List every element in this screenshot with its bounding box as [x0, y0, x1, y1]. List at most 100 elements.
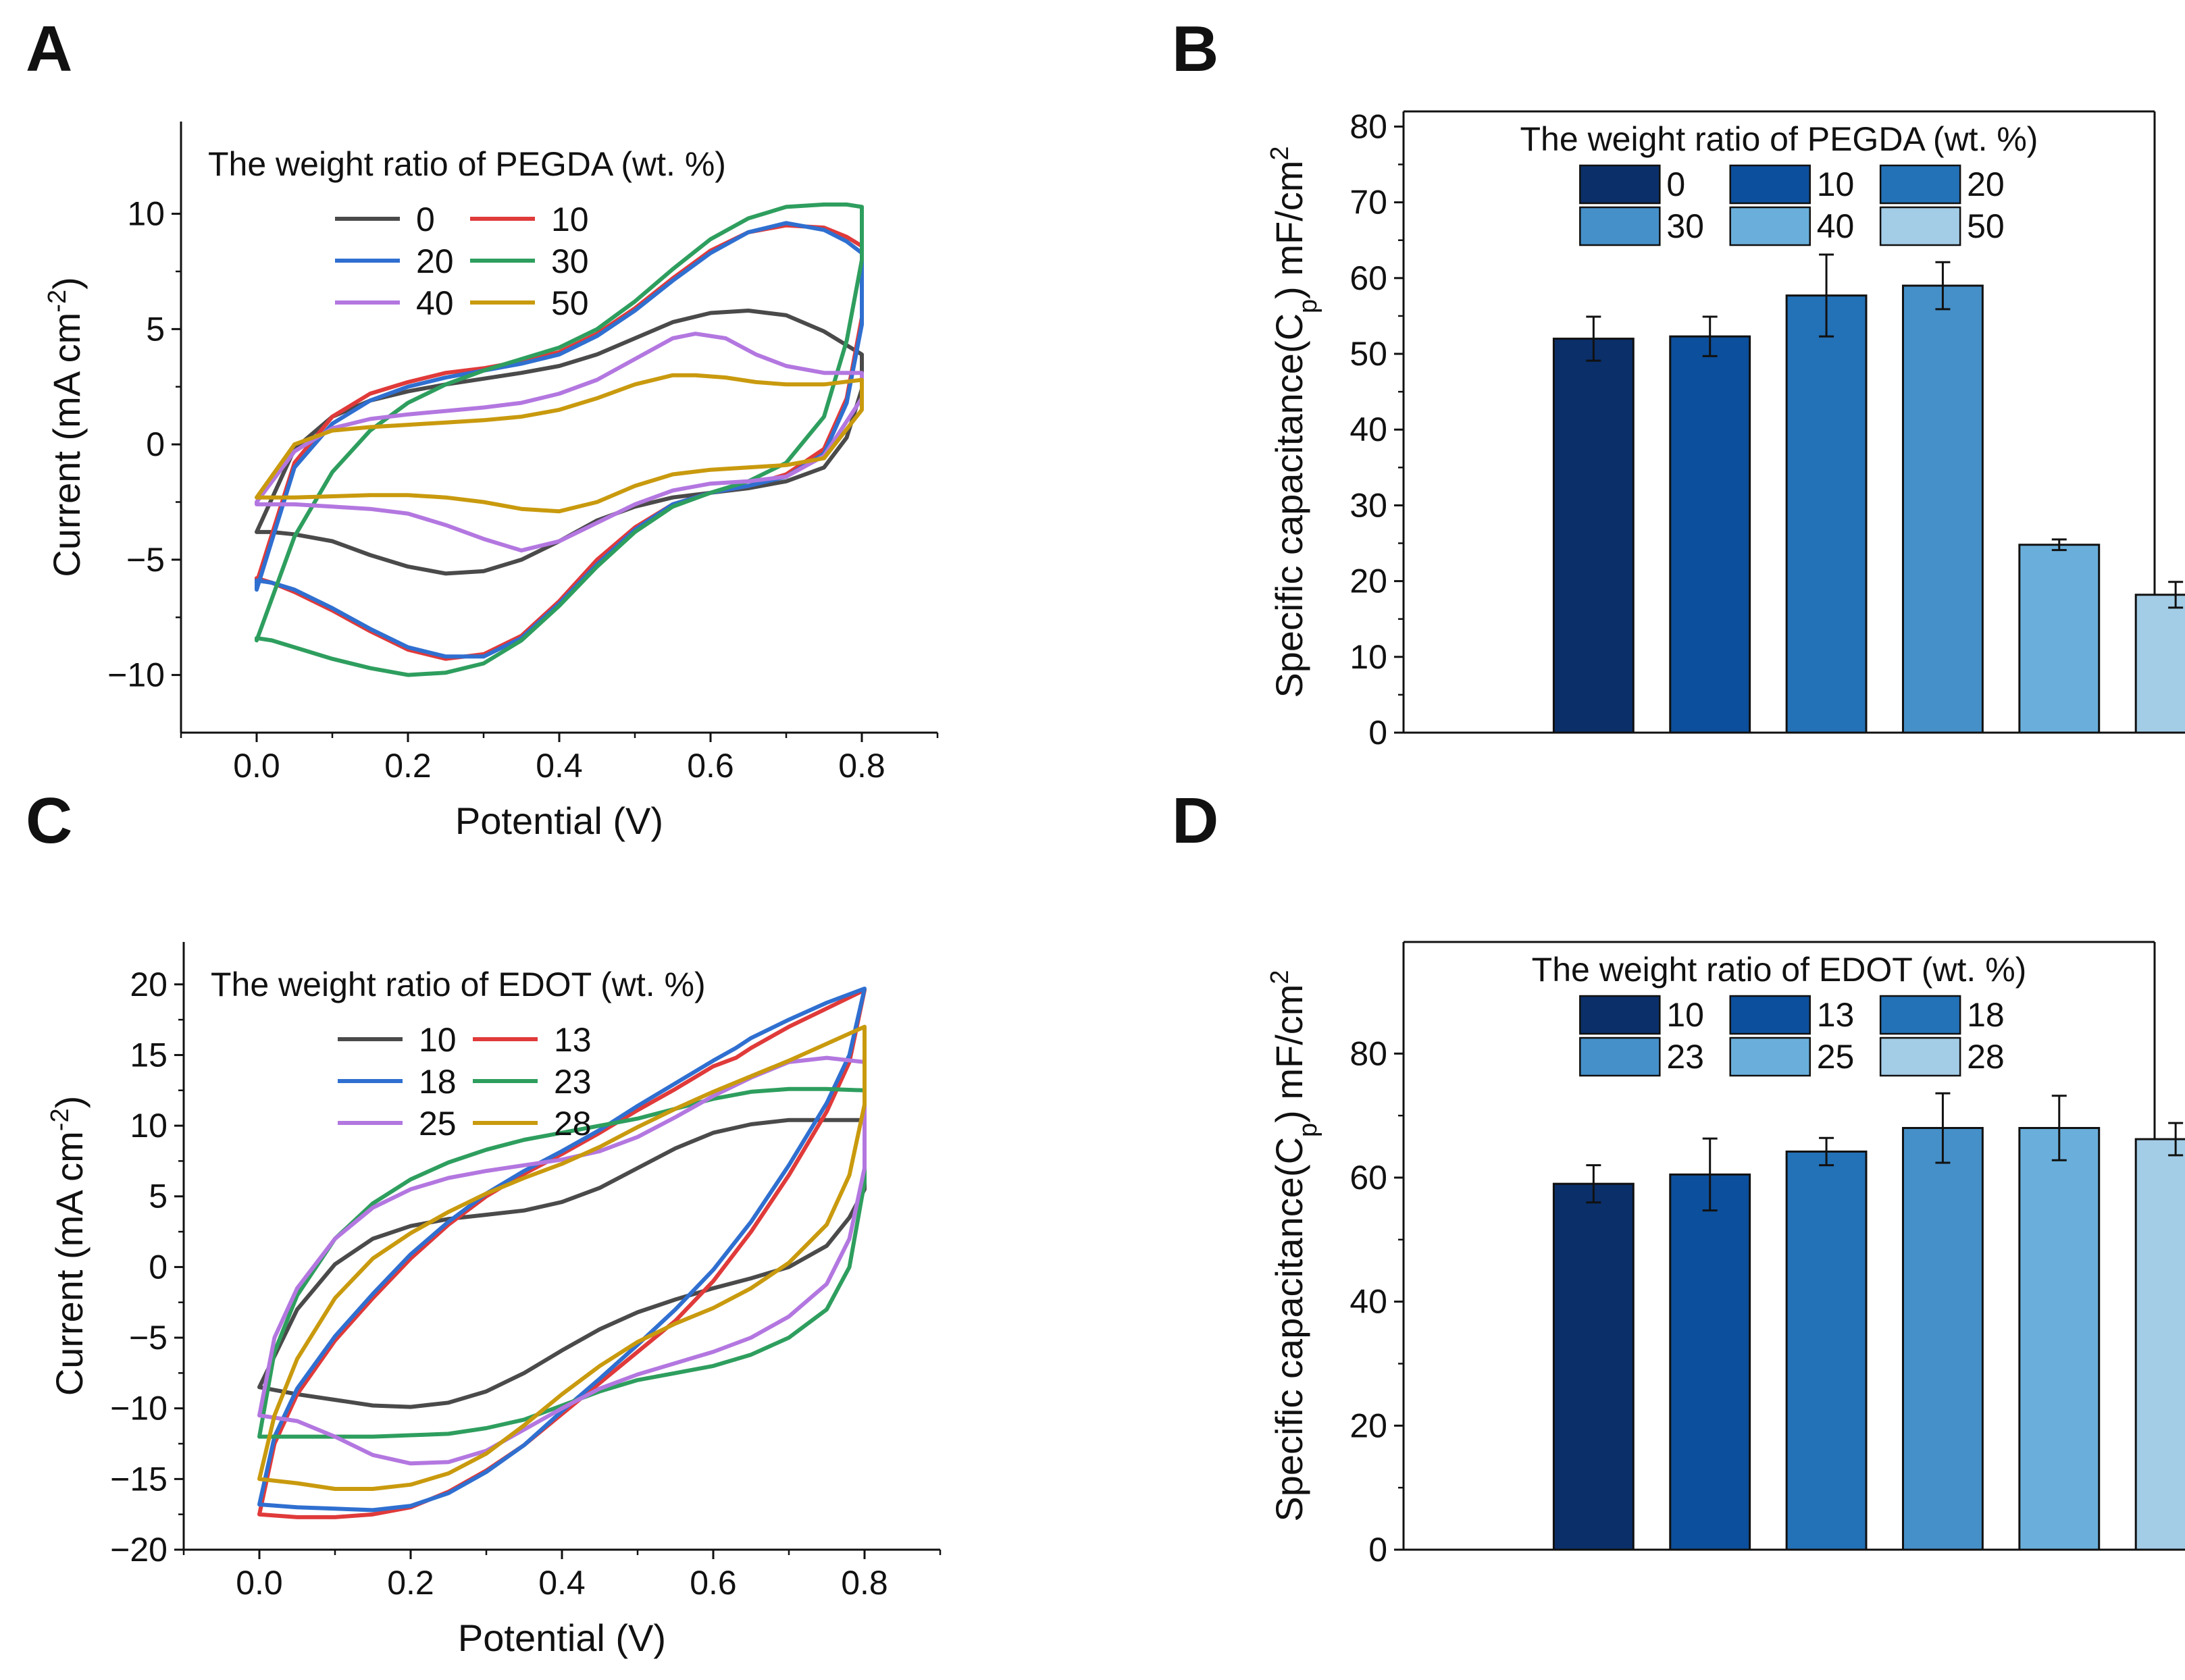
legend-swatch-50: [1879, 206, 1961, 246]
y-tick-label: 40: [1349, 411, 1387, 448]
legend-label-25: 25: [1817, 1038, 1855, 1076]
legend-label-23: 23: [554, 1063, 592, 1101]
y-axis-title: Specific capacitance(Cp) mF/cm2: [1266, 970, 1322, 1521]
legend-label-18: 18: [1967, 996, 2005, 1034]
y-tick-label: 5: [146, 310, 165, 348]
x-tick-label: 0.2: [387, 1564, 434, 1602]
cv-curve-50: [255, 373, 864, 514]
panel-label-a: A: [26, 13, 72, 85]
legend-label-28: 28: [1967, 1038, 2005, 1076]
y-axis-title: Current (mA cm-2): [46, 1096, 91, 1396]
y-axis-title-sub: p: [1294, 299, 1322, 313]
legend-swatch-0: [1579, 164, 1661, 205]
x-tick-label: 0.2: [384, 747, 432, 785]
y-tick-label: 80: [1349, 107, 1387, 145]
y-tick-label: 10: [130, 1107, 168, 1145]
legend-swatch-18: [1879, 995, 1961, 1035]
legend-title: The weight ratio of EDOT (wt. %): [211, 966, 706, 1003]
y-tick-label: 0: [146, 425, 165, 463]
legend-label-50: 50: [551, 284, 589, 322]
x-tick-label: 0.0: [236, 1564, 283, 1602]
y-tick-label: −20: [110, 1531, 168, 1569]
x-tick-label: 0.4: [538, 1564, 586, 1602]
y-tick-label: 40: [1349, 1283, 1387, 1321]
legend-label-0: 0: [1666, 165, 1685, 203]
y-tick-label: 20: [1349, 1407, 1387, 1444]
x-axis-title: Potential (V): [455, 799, 663, 842]
x-tick-label: 0.4: [536, 747, 583, 785]
legend-label-10: 10: [551, 201, 589, 238]
legend-swatch-20: [1879, 164, 1961, 205]
bar-50: [2134, 594, 2185, 734]
y-tick-label: 30: [1349, 486, 1387, 524]
legend-swatch-13: [1729, 995, 1811, 1035]
y-axis-title-end: ): [45, 277, 88, 290]
x-tick-label: 0.6: [687, 747, 734, 785]
cv-curve-25: [257, 1055, 867, 1466]
y-tick-label: −15: [110, 1460, 168, 1498]
x-tick-label: 0.0: [233, 747, 280, 785]
legend-label-0: 0: [416, 201, 435, 238]
legend-label-30: 30: [551, 242, 589, 280]
y-tick-label: 60: [1349, 259, 1387, 297]
y-axis-title-end: ) mF/cm: [1268, 985, 1310, 1123]
y-tick-label: 15: [130, 1036, 168, 1074]
legend-swatch-40: [1729, 206, 1811, 246]
y-axis-title-sup: -2: [46, 1108, 74, 1131]
panel-b-capacitance-pegda: 0 10 20 30 40 50 60 70 80 Specific capacitance(Cp…: [1266, 107, 2185, 752]
legend-swatch-23: [1579, 1036, 1661, 1077]
legend-label-10: 10: [1817, 165, 1855, 203]
cv-curve-28: [257, 1024, 867, 1491]
bar-30: [1901, 284, 1984, 734]
legend-label-25: 25: [419, 1105, 457, 1143]
bar-13: [1669, 1173, 1751, 1551]
legend-swatch-30: [1579, 206, 1661, 246]
legend-label-13: 13: [1817, 996, 1855, 1034]
y-tick-label: 20: [1349, 562, 1387, 600]
legend-label-10: 10: [419, 1021, 457, 1059]
legend-label-28: 28: [554, 1105, 592, 1143]
panel-label-d: D: [1172, 785, 1218, 857]
y-tick-label: 20: [130, 966, 168, 1003]
bar-10: [1669, 335, 1751, 734]
y-tick-label: −10: [110, 1390, 168, 1427]
panel-label-b: B: [1172, 13, 1218, 85]
y-tick-label: −5: [129, 1319, 168, 1357]
y-axis-title: Current (mA cm-2): [43, 277, 88, 577]
legend-label-50: 50: [1967, 207, 2005, 245]
y-tick-label: −10: [107, 656, 165, 694]
legend-swatch-25: [1729, 1036, 1811, 1077]
bar-10: [1552, 1182, 1635, 1551]
bar-40: [2018, 544, 2101, 734]
y-tick-label: 10: [127, 195, 165, 233]
y-tick-label: 10: [1349, 638, 1387, 676]
y-axis-title-sub: p: [1294, 1123, 1322, 1137]
bar-20: [1785, 294, 1868, 734]
panel-a-cv-pegda: −10 −5 0 5 10 0.0 0.2 0.4 0.6 0.8 Potential (V) Cur…: [43, 122, 939, 842]
y-tick-label: 0: [1368, 714, 1387, 752]
y-tick-label: 60: [1349, 1159, 1387, 1197]
x-tick-label: 0.8: [838, 747, 885, 785]
legend-label-40: 40: [416, 284, 454, 322]
x-tick-label: 0.8: [841, 1564, 888, 1602]
y-axis-title-main: Specific capacitance(C: [1268, 313, 1310, 698]
legend-title: The weight ratio of PEGDA (wt. %): [208, 145, 726, 183]
cv-curve-18: [257, 987, 867, 1513]
cv-curve-30: [255, 202, 864, 677]
legend-label-23: 23: [1666, 1038, 1704, 1076]
y-tick-label: 0: [149, 1248, 168, 1286]
y-tick-label: 80: [1349, 1034, 1387, 1072]
y-tick-label: 70: [1349, 184, 1387, 221]
bar-0: [1552, 338, 1635, 734]
legend-label-13: 13: [554, 1021, 592, 1059]
legend-swatch-28: [1879, 1036, 1961, 1077]
y-axis-title-main: Specific capacitance(C: [1268, 1137, 1310, 1522]
y-tick-label: 5: [149, 1178, 168, 1215]
y-tick-label: −5: [126, 541, 165, 579]
legend-swatch-10: [1729, 164, 1811, 205]
y-axis-title-end: ): [48, 1096, 91, 1109]
bar-23: [1901, 1127, 1984, 1551]
y-axis-title-sup: -2: [43, 290, 72, 313]
